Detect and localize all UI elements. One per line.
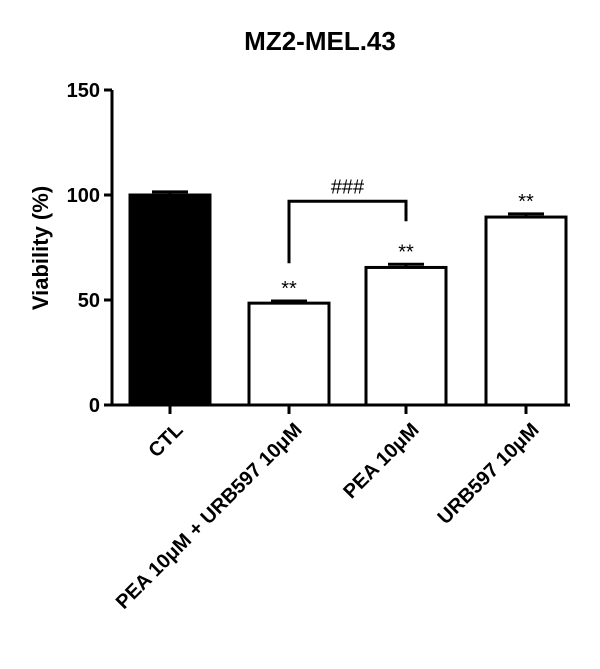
x-tick-label: CTL bbox=[144, 419, 187, 462]
bar-group bbox=[128, 190, 212, 407]
significance-label: ** bbox=[398, 241, 414, 263]
bar-group bbox=[247, 299, 331, 407]
chart-title: MZ2-MEL.43 bbox=[244, 26, 396, 56]
comparison-label: ### bbox=[331, 176, 365, 198]
annotations: ** ** ** ### bbox=[281, 176, 534, 300]
bars bbox=[128, 190, 568, 407]
x-tick-label: PEA 10μM + URB597 10μM bbox=[112, 419, 307, 614]
x-tick-label: PEA 10μM bbox=[339, 419, 423, 503]
comparison-bracket bbox=[287, 199, 408, 264]
bar bbox=[484, 215, 568, 407]
y-tick-label: 50 bbox=[78, 290, 100, 312]
x-tick-label: URB597 10μM bbox=[434, 419, 544, 529]
bar bbox=[128, 193, 212, 407]
y-tick-label: 150 bbox=[67, 80, 100, 102]
y-tick-label: 0 bbox=[89, 395, 100, 417]
bar bbox=[364, 265, 448, 407]
bar bbox=[247, 301, 331, 407]
y-tick-label: 100 bbox=[67, 185, 100, 207]
bar-group bbox=[484, 212, 568, 407]
significance-label: ** bbox=[518, 191, 534, 213]
y-axis-label: Viability (%) bbox=[28, 186, 53, 310]
bar-group bbox=[364, 262, 448, 407]
significance-label: ** bbox=[281, 278, 297, 300]
